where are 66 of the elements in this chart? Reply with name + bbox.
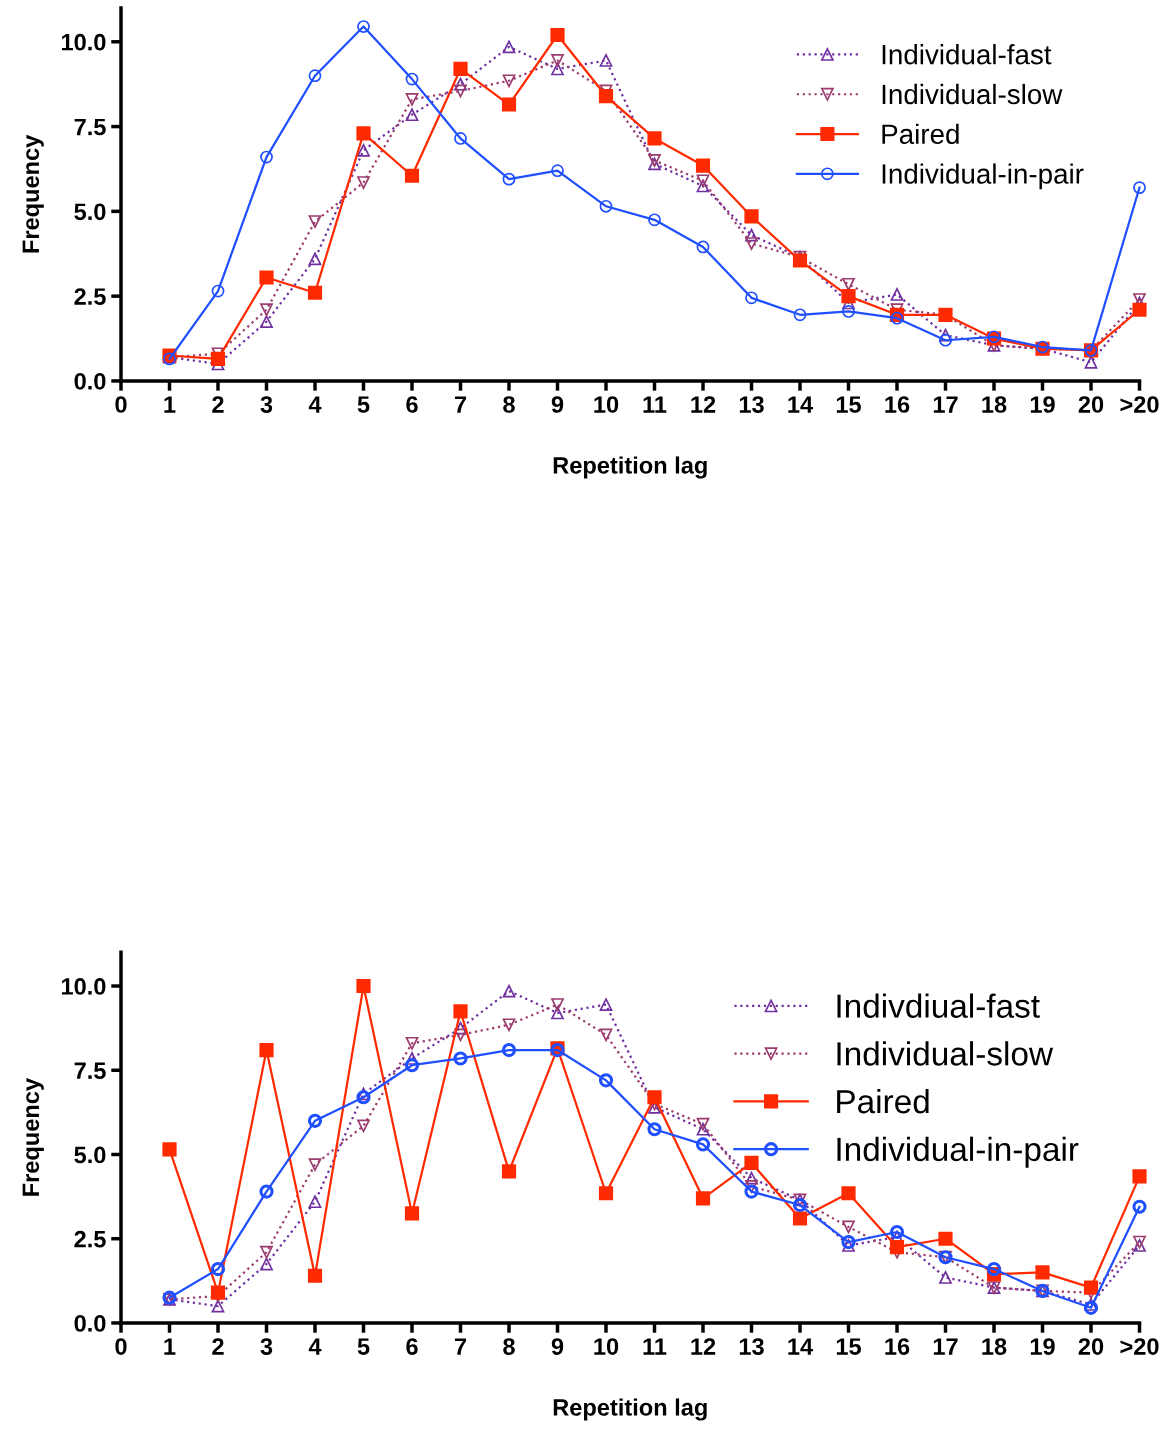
- y-tick-label: 5.0: [74, 203, 106, 221]
- legend-label: Individual-in-pair: [882, 163, 1084, 190]
- x-tick-label: 4: [308, 1338, 322, 1355]
- x-tick-label: 15: [836, 1338, 861, 1355]
- legend-label: Individual-in-pair: [837, 1136, 1079, 1168]
- x-tick-label: 16: [885, 396, 910, 413]
- x-tick-label: 12: [691, 1338, 716, 1355]
- x-tick-label: 17: [933, 1338, 958, 1355]
- y-tick-label: 0.0: [74, 1315, 106, 1332]
- x-tick-label: 3: [260, 396, 273, 413]
- x-tick-label: 14: [788, 396, 814, 413]
- x-tick-label: >20: [1120, 396, 1159, 413]
- legend-label: Indivdiual-fast: [837, 993, 1040, 1018]
- x-tick-label: 5: [357, 1338, 370, 1355]
- x-tick-label: 0: [115, 1338, 127, 1355]
- x-tick-label: 6: [406, 396, 418, 413]
- x-tick-label: 4: [308, 396, 322, 413]
- y-tick-label: 10.0: [61, 33, 106, 51]
- x-tick-label: 7: [454, 396, 467, 413]
- x-tick-label: 9: [551, 1338, 564, 1355]
- x-tick-label: 8: [503, 396, 515, 413]
- x-tick-label: 7: [454, 1338, 467, 1355]
- legend-label: Individual-fast: [882, 44, 1052, 65]
- x-axis-title: Repetition lag: [553, 456, 707, 479]
- x-tick-label: 3: [260, 1338, 273, 1355]
- x-tick-label: 20: [1078, 396, 1104, 413]
- x-tick-label: 9: [551, 396, 564, 413]
- x-tick-label: 17: [933, 396, 958, 413]
- x-tick-label: 13: [739, 396, 764, 413]
- x-tick-label: 18: [982, 1338, 1007, 1355]
- x-tick-label: 8: [503, 1338, 515, 1355]
- x-tick-label: 13: [739, 1338, 764, 1355]
- x-tick-label: 10: [594, 396, 619, 413]
- y-tick-label: 2.5: [74, 1230, 106, 1248]
- x-tick-label: 2: [212, 1338, 224, 1355]
- y-tick-label: 7.5: [74, 1062, 106, 1080]
- x-tick-label: 12: [691, 396, 716, 413]
- y-tick-label: 5.0: [74, 1146, 106, 1164]
- x-tick-label: 19: [1030, 1338, 1055, 1355]
- y-tick-label: 2.5: [74, 288, 106, 305]
- x-tick-label: 11: [643, 1338, 667, 1355]
- y-tick-label: 10.0: [61, 978, 106, 995]
- x-tick-label: 11: [643, 396, 667, 413]
- x-tick-label: >20: [1120, 1338, 1159, 1355]
- x-tick-label: 6: [406, 1338, 418, 1355]
- y-tick-label: 7.5: [74, 118, 106, 136]
- x-axis-title: Repetition lag: [553, 1398, 707, 1421]
- legend-label: Paired: [882, 123, 959, 145]
- y-tick-label: 0.0: [74, 373, 106, 390]
- x-tick-label: 0: [115, 396, 127, 413]
- x-tick-label: 1: [164, 396, 176, 413]
- x-tick-label: 20: [1078, 1338, 1104, 1355]
- x-tick-label: 15: [836, 396, 861, 413]
- x-tick-label: 16: [885, 1338, 910, 1355]
- x-tick-label: 1: [164, 1338, 176, 1355]
- legend-label: Paired: [837, 1088, 929, 1114]
- legend-label: Individual-slow: [837, 1041, 1054, 1066]
- x-tick-label: 18: [982, 396, 1007, 413]
- x-tick-label: 2: [212, 396, 224, 413]
- y-axis-title: Frequency: [22, 134, 44, 253]
- legend-label: Individual-slow: [882, 83, 1063, 105]
- y-axis-title: Frequency: [22, 1078, 44, 1196]
- x-tick-label: 10: [594, 1338, 619, 1355]
- x-tick-label: 19: [1030, 396, 1055, 413]
- x-tick-label: 14: [788, 1338, 814, 1355]
- x-tick-label: 5: [357, 396, 370, 413]
